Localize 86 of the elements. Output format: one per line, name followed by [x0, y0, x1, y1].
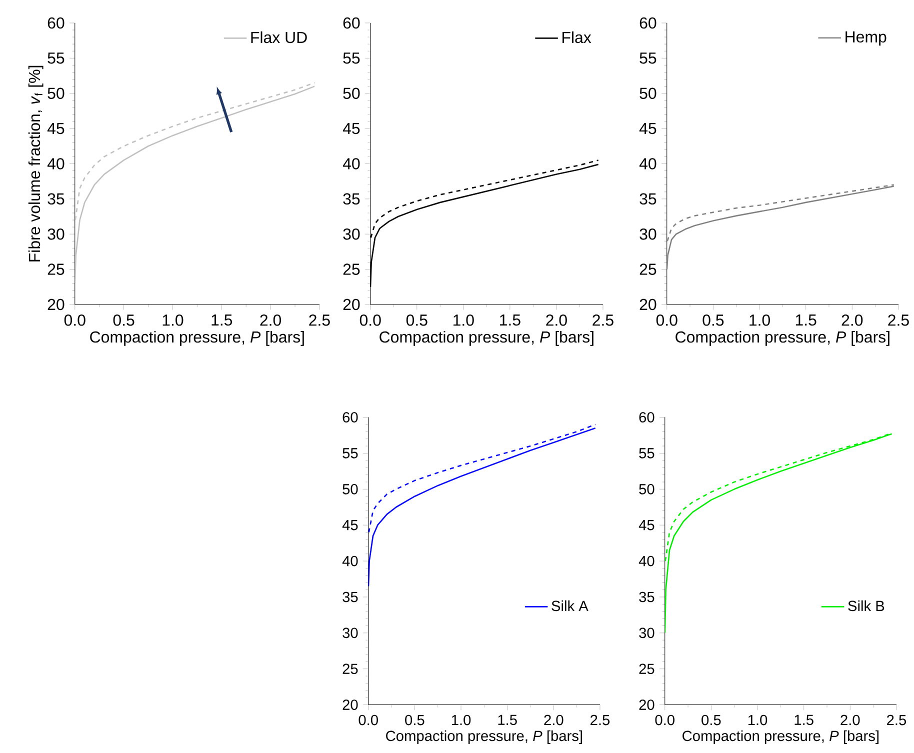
y-tick-label: 35 [342, 592, 358, 602]
y-tick-label: 50 [639, 484, 654, 494]
y-tick-label: 40 [47, 158, 64, 170]
x-axis-title: Compaction pressure, P [bars] [676, 331, 890, 346]
x-tick-label: 0.0 [64, 314, 86, 326]
y-tick-label: 60 [343, 17, 360, 29]
x-tick-label: 1.5 [500, 314, 520, 326]
x-tick-label: 1.5 [212, 314, 232, 326]
x-tick-label: 1.0 [452, 714, 471, 726]
x-tick-label: 0.5 [113, 314, 134, 326]
y-tick-label: 40 [638, 556, 654, 566]
y-tick-label: 30 [640, 228, 656, 240]
y-tick-label: 45 [342, 123, 360, 134]
x-tick-label: 1.5 [794, 714, 814, 726]
x-tick-label: 0.0 [656, 314, 678, 326]
y-tick-label: 50 [640, 88, 656, 100]
x-tick-label: 0.5 [702, 714, 721, 726]
legend-label: Silk B [848, 600, 884, 612]
legend-label: Hemp [846, 32, 886, 46]
x-axis-title: Compaction pressure, P [bars] [380, 331, 594, 346]
y-tick-label: 45 [342, 520, 358, 530]
y-tick-label: 45 [638, 520, 654, 530]
y-tick-label: 35 [639, 592, 654, 602]
y-tick-label: 35 [48, 193, 64, 205]
y-tick-label: 20 [48, 298, 64, 310]
x-tick-label: 2.0 [840, 714, 860, 726]
x-tick-label: 2.5 [309, 314, 330, 326]
y-tick-label: 20 [639, 700, 654, 710]
x-tick-label: 1.5 [498, 714, 517, 726]
y-tick-label: 30 [639, 628, 654, 638]
y-tick-label: 55 [342, 448, 358, 458]
y-tick-label: 55 [343, 52, 360, 64]
x-tick-label: 2.5 [888, 314, 909, 326]
x-tick-label: 1.0 [454, 314, 474, 326]
y-tick-label: 40 [342, 556, 358, 566]
y-axis-title: Fibre volume fraction, v$_{f}$ [%] [28, 66, 44, 262]
y-tick-label: 60 [48, 17, 64, 29]
y-tick-label: 50 [48, 88, 64, 100]
y-tick-label: 45 [639, 123, 656, 134]
x-tick-label: 1.5 [796, 314, 816, 326]
y-tick-label: 35 [640, 193, 656, 205]
y-tick-label: 50 [343, 88, 360, 100]
y-tick-label: 60 [640, 17, 656, 29]
y-tick-label: 30 [343, 228, 360, 240]
legend-label: Flax [562, 32, 592, 44]
x-tick-label: 1.0 [748, 714, 768, 726]
x-tick-label: 2.0 [260, 314, 282, 326]
y-tick-label: 45 [47, 123, 64, 134]
y-tick-label: 40 [639, 158, 656, 170]
x-axis-title: Compaction pressure, P [bars] [90, 331, 304, 346]
x-tick-label: 2.0 [544, 714, 564, 726]
y-tick-label: 20 [342, 700, 358, 710]
y-tick-label: 20 [343, 298, 360, 310]
y-tick-label: 60 [342, 412, 358, 423]
y-tick-label: 55 [640, 52, 656, 64]
y-tick-label: 25 [639, 664, 654, 674]
legend-label: Silk A [552, 600, 588, 612]
x-tick-label: 2.0 [842, 314, 863, 326]
y-tick-label: 25 [640, 264, 656, 276]
x-axis-title: Compaction pressure, P [bars] [386, 730, 582, 744]
x-tick-label: 0.5 [405, 714, 424, 726]
x-tick-label: 0.0 [360, 314, 381, 326]
y-tick-label: 35 [343, 193, 360, 205]
x-tick-label: 2.5 [592, 314, 614, 326]
x-tick-label: 0.5 [406, 314, 428, 326]
y-tick-label: 25 [343, 264, 360, 276]
y-tick-label: 55 [639, 448, 654, 458]
x-tick-label: 1.0 [162, 314, 184, 326]
x-tick-label: 0.0 [655, 714, 674, 726]
y-tick-label: 25 [48, 264, 64, 276]
x-axis-title: Compaction pressure, P [bars] [682, 730, 878, 744]
y-tick-label: 60 [639, 412, 654, 423]
x-tick-label: 0.0 [358, 714, 378, 726]
x-tick-label: 1.0 [750, 314, 770, 326]
x-tick-label: 2.0 [546, 314, 567, 326]
x-tick-label: 2.5 [887, 714, 906, 726]
y-tick-label: 30 [48, 228, 64, 240]
y-tick-label: 30 [342, 628, 358, 638]
y-tick-label: 50 [342, 484, 358, 494]
y-tick-label: 40 [342, 158, 360, 170]
y-tick-label: 25 [342, 664, 358, 674]
y-tick-label: 55 [48, 52, 64, 64]
x-tick-label: 2.5 [590, 714, 610, 726]
y-tick-label: 20 [640, 298, 656, 310]
legend-label: Flax UD [251, 32, 307, 44]
x-tick-label: 0.5 [702, 314, 724, 326]
